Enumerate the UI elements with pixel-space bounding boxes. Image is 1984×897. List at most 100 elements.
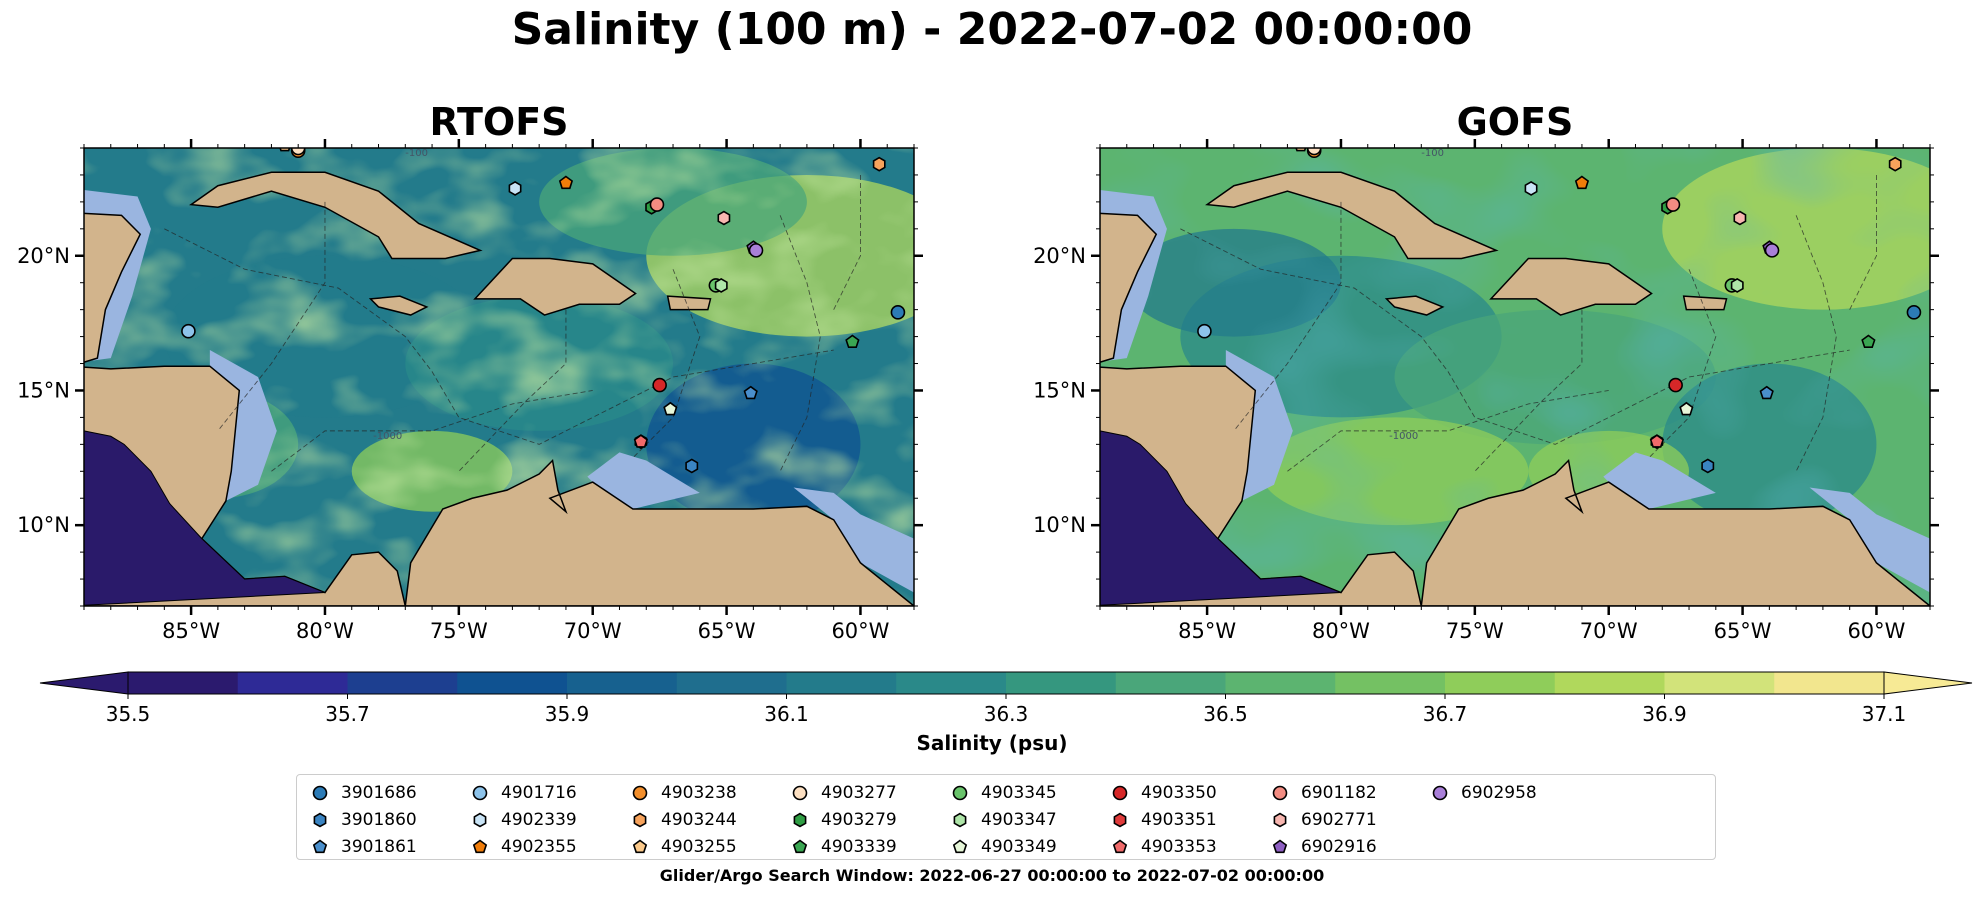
legend-marker [793,812,807,828]
y-tick-label: 15°N [17,378,70,402]
float-marker-6902771 [717,210,731,226]
colorbar-tick-label: 36.5 [1203,702,1248,726]
colorbar-segment [896,672,1007,694]
colorbar-tick-label: 36.3 [984,702,1029,726]
legend-marker-icon [952,839,968,854]
land-puertorico [1682,295,1728,311]
legend-label: 4903350 [1141,783,1217,803]
legend-label: 3901860 [341,810,417,830]
float-marker-4902339 [1524,180,1538,196]
legend-label: 6902771 [1301,810,1377,830]
float-marker-4903353 [1649,434,1665,448]
land-yucatan [1100,212,1158,363]
legend-marker [953,812,967,828]
legend: 3901686 3901860 3901861 4901716 4902339 49023… [296,774,1716,860]
contour-label: -100 [405,148,428,159]
land-hispaniola [473,257,637,316]
legend-label: 3901686 [341,783,417,803]
colorbar-segment [1225,672,1336,694]
colorbar-segment [1335,672,1446,694]
legend-marker [632,839,648,854]
float-marker-6902771 [1733,210,1747,226]
legend-item: 6902916 [1271,834,1377,860]
float-marker-4903353 [633,434,649,448]
eez-boundary [1287,390,1609,472]
legend-label: 6901182 [1301,783,1377,803]
legend-item: 3901686 [311,780,417,806]
float-marker-4903349 [1679,401,1694,416]
legend-marker [1432,785,1448,801]
shelf-region [793,487,914,593]
y-tick-label: 15°N [1033,378,1086,402]
x-tick-label: 75°W [1446,619,1504,643]
eez-boundary [217,201,326,432]
colorbar-under-arrow [39,671,129,695]
legend-marker [633,812,647,828]
float-marker-4903350 [1668,377,1683,393]
y-tick-label: 10°N [17,513,70,537]
float-marker-4903244 [1888,156,1902,172]
float-marker-4903277 [1306,148,1322,156]
legend-marker [1112,839,1128,854]
legend-item: 4903238 [631,780,737,806]
legend-label: 4901716 [501,783,577,803]
float-marker-6902958 [748,243,764,258]
colorbar-segment [1006,672,1117,694]
colorbar-segment [786,672,897,694]
legend-marker-icon [792,839,808,854]
legend-marker [952,839,968,854]
legend-marker [313,812,327,828]
colorbar-tick-label: 36.1 [764,702,809,726]
legend-label: 4903279 [821,810,897,830]
legend-marker-icon [792,785,808,801]
colorbar-label: Salinity (psu) [916,731,1068,755]
legend-marker-icon [472,785,488,801]
legend-label: 4903353 [1141,837,1217,857]
float-marker-4903255 [279,148,291,152]
shelf-region [1809,487,1930,593]
legend-label: 4903349 [981,837,1057,857]
eez-boundary [1795,215,1837,472]
legend-marker [472,839,488,854]
legend-marker-icon [1272,785,1288,801]
legend-marker-icon [1432,785,1448,801]
eez-boundary [164,228,834,445]
colorbar-segment [457,672,568,694]
legend-item: 4903347 [951,807,1057,833]
legend-item: 6902771 [1271,807,1377,833]
colorbar-segment [1445,672,1556,694]
colorbar-segment [347,672,458,694]
y-tick-label: 20°N [1033,244,1086,268]
float-marker-6902958 [1764,243,1780,258]
land-southam [1420,458,1930,606]
legend-label: 3901861 [341,837,417,857]
legend-label: 4903347 [981,810,1057,830]
x-tick-label: 60°W [1847,619,1905,643]
legend-marker [632,785,648,801]
legend-marker [312,785,328,801]
float-marker-4903350 [652,377,667,393]
legend-marker [312,839,328,854]
x-tick-label: 70°W [564,619,622,643]
colorbar-segment [237,672,348,694]
land-cuba [189,171,483,260]
float-marker-4902339 [508,180,522,196]
float-marker-4902355 [558,175,574,190]
x-tick-label: 65°W [698,619,756,643]
float-marker-4903277 [290,148,306,156]
eez-boundary [833,174,861,310]
legend-marker [792,839,808,854]
x-tick-label: 80°W [1312,619,1370,643]
legend-item: 3901861 [311,834,417,860]
float-marker-4903255 [1295,148,1307,152]
legend-label: 4903238 [661,783,737,803]
float-marker-4903339 [845,334,860,348]
legend-marker-icon [473,812,487,828]
float-marker-3901861 [743,385,758,400]
float-marker-6901182 [649,197,665,212]
colorbar-segment [128,672,239,694]
legend-marker [1112,785,1128,801]
colorbar-tick-label: 36.7 [1423,702,1468,726]
x-tick-label: 85°W [162,619,220,643]
